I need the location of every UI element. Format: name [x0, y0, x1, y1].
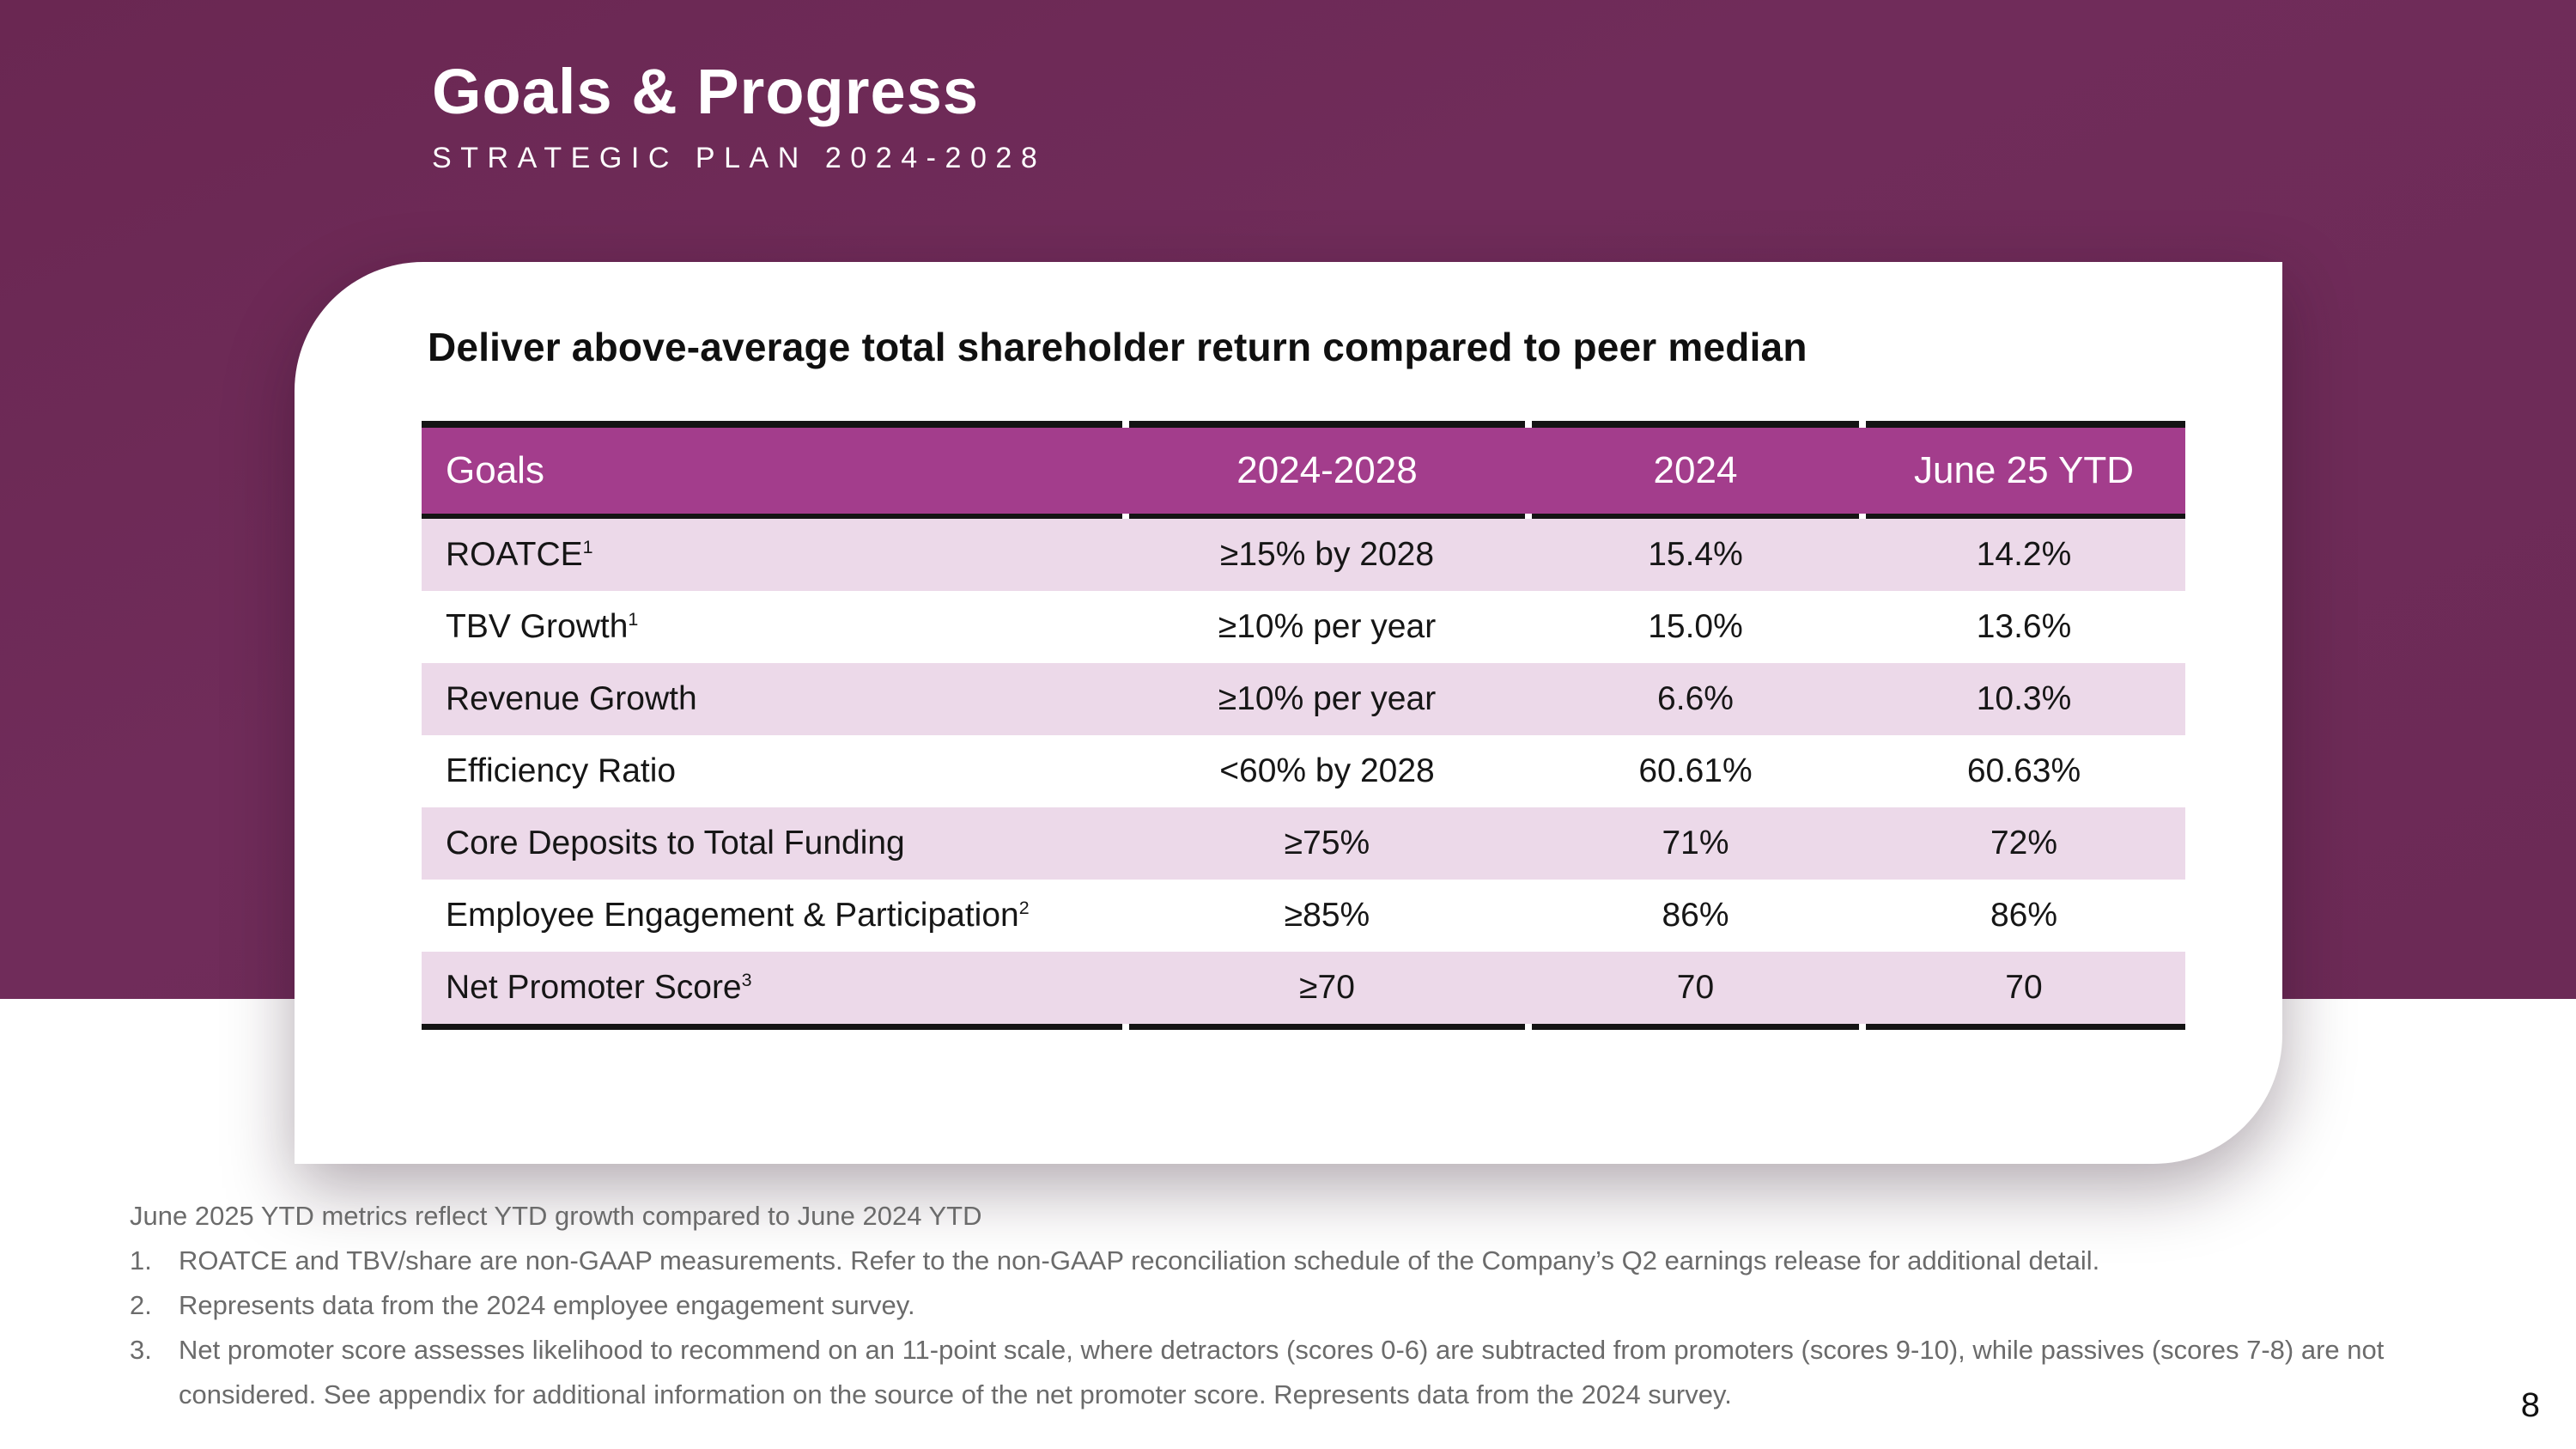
footnote-text: Net promoter score assesses likelihood t… [179, 1335, 2385, 1409]
goal-cell: TBV Growth1 [422, 608, 1126, 646]
table-header-divider [422, 514, 2185, 519]
goal-cell: Net Promoter Score3 [422, 969, 1126, 1007]
column-header-june-25-ytd: June 25 YTD [1913, 449, 2134, 491]
goal-cell: Employee Engagement & Participation2 [422, 897, 1126, 935]
value-2024-cell: 15.4% [1648, 536, 1743, 573]
value-june25-cell: 70 [2005, 969, 2043, 1006]
goal-cell: Core Deposits to Total Funding [422, 825, 1126, 862]
goals-table: Goals 2024-2028 2024 June 25 YTD ROATCE1… [422, 421, 2185, 1030]
page-number: 8 [2520, 1386, 2540, 1424]
footnote-marker: 1 [628, 609, 639, 630]
column-header-2024-2028: 2024-2028 [1236, 449, 1418, 491]
footnote-intro: June 2025 YTD metrics reflect YTD growth… [130, 1201, 982, 1231]
footnote-marker: 1 [582, 537, 593, 557]
goal-cell: Revenue Growth [422, 680, 1126, 718]
content-card: Deliver above-average total shareholder … [295, 262, 2282, 1164]
page-subtitle: STRATEGIC PLAN 2024-2028 [432, 142, 1047, 175]
value-2024-cell: 86% [1662, 897, 1729, 934]
footnote-marker: 3 [741, 970, 752, 990]
footnotes: June 2025 YTD metrics reflect YTD growth… [130, 1194, 2487, 1417]
goal-label: Revenue Growth [446, 680, 697, 717]
goal-label: Net Promoter Score [446, 969, 742, 1006]
target-cell: ≥85% [1284, 897, 1370, 934]
value-2024-cell: 15.0% [1648, 608, 1743, 645]
table-body: ROATCE1 ≥15% by 2028 15.4% 14.2% TBV Gro… [422, 519, 2185, 1024]
column-header-2024: 2024 [1653, 449, 1738, 491]
table-row: TBV Growth1 ≥10% per year 15.0% 13.6% [422, 591, 2185, 663]
footnote-number: 3. [130, 1335, 152, 1365]
table-top-border [422, 421, 2185, 428]
footnote-number: 2. [130, 1290, 152, 1320]
target-cell: ≥10% per year [1218, 608, 1437, 645]
table-row: Revenue Growth ≥10% per year 6.6% 10.3% [422, 663, 2185, 735]
table-row: Core Deposits to Total Funding ≥75% 71% … [422, 807, 2185, 880]
card-heading: Deliver above-average total shareholder … [428, 325, 1807, 369]
footnote-item: 1. ROATCE and TBV/share are non-GAAP mea… [130, 1239, 2487, 1283]
value-2024-cell: 6.6% [1657, 680, 1734, 717]
value-june25-cell: 60.63% [1966, 752, 2081, 789]
value-june25-cell: 86% [1990, 897, 2058, 934]
value-june25-cell: 72% [1990, 825, 2058, 861]
footnote-number: 1. [130, 1245, 152, 1275]
slide-title-block: Goals & Progress STRATEGIC PLAN 2024-202… [432, 55, 1046, 175]
column-header-goals: Goals [446, 449, 544, 491]
goal-cell: Efficiency Ratio [422, 752, 1126, 790]
value-2024-cell: 70 [1676, 969, 1715, 1006]
target-cell: ≥70 [1299, 969, 1355, 1006]
value-june25-cell: 13.6% [1976, 608, 2072, 645]
goal-label: Efficiency Ratio [446, 752, 677, 789]
target-cell: ≥15% by 2028 [1219, 536, 1435, 573]
table-bottom-border [422, 1024, 2185, 1030]
footnote-text: Represents data from the 2024 employee e… [179, 1290, 915, 1320]
value-june25-cell: 14.2% [1976, 536, 2072, 573]
value-2024-cell: 60.61% [1638, 752, 1753, 789]
footnote-text: ROATCE and TBV/share are non-GAAP measur… [179, 1245, 2100, 1275]
target-cell: <60% by 2028 [1219, 752, 1435, 789]
goal-cell: ROATCE1 [422, 536, 1126, 574]
goal-label: ROATCE [446, 536, 583, 573]
table-row: Net Promoter Score3 ≥70 70 70 [422, 952, 2185, 1024]
goal-label: Core Deposits to Total Funding [446, 825, 905, 861]
table-header-row: Goals 2024-2028 2024 June 25 YTD [422, 428, 2185, 514]
footnote-marker: 2 [1018, 898, 1030, 918]
target-cell: ≥75% [1284, 825, 1370, 861]
footnote-item: 2. Represents data from the 2024 employe… [130, 1283, 2487, 1328]
target-cell: ≥10% per year [1218, 680, 1437, 717]
table-row: Employee Engagement & Participation2 ≥85… [422, 880, 2185, 952]
goal-label: Employee Engagement & Participation [446, 897, 1019, 934]
page-title: Goals & Progress [432, 56, 980, 127]
value-june25-cell: 10.3% [1976, 680, 2072, 717]
value-2024-cell: 71% [1662, 825, 1729, 861]
table-row: ROATCE1 ≥15% by 2028 15.4% 14.2% [422, 519, 2185, 591]
table-row: Efficiency Ratio <60% by 2028 60.61% 60.… [422, 735, 2185, 807]
goal-label: TBV Growth [446, 608, 629, 645]
footnote-item: 3. Net promoter score assesses likelihoo… [130, 1328, 2487, 1417]
